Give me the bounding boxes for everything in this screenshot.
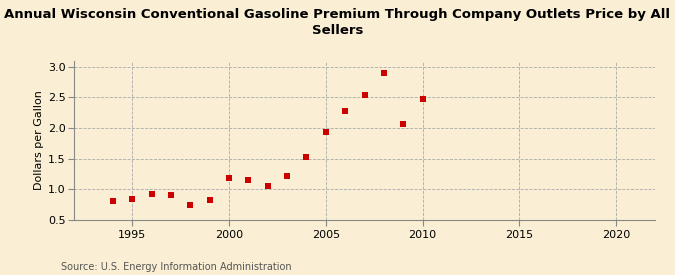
- Text: Source: U.S. Energy Information Administration: Source: U.S. Energy Information Administ…: [61, 262, 292, 272]
- Y-axis label: Dollars per Gallon: Dollars per Gallon: [34, 90, 44, 190]
- Text: Annual Wisconsin Conventional Gasoline Premium Through Company Outlets Price by : Annual Wisconsin Conventional Gasoline P…: [5, 8, 670, 37]
